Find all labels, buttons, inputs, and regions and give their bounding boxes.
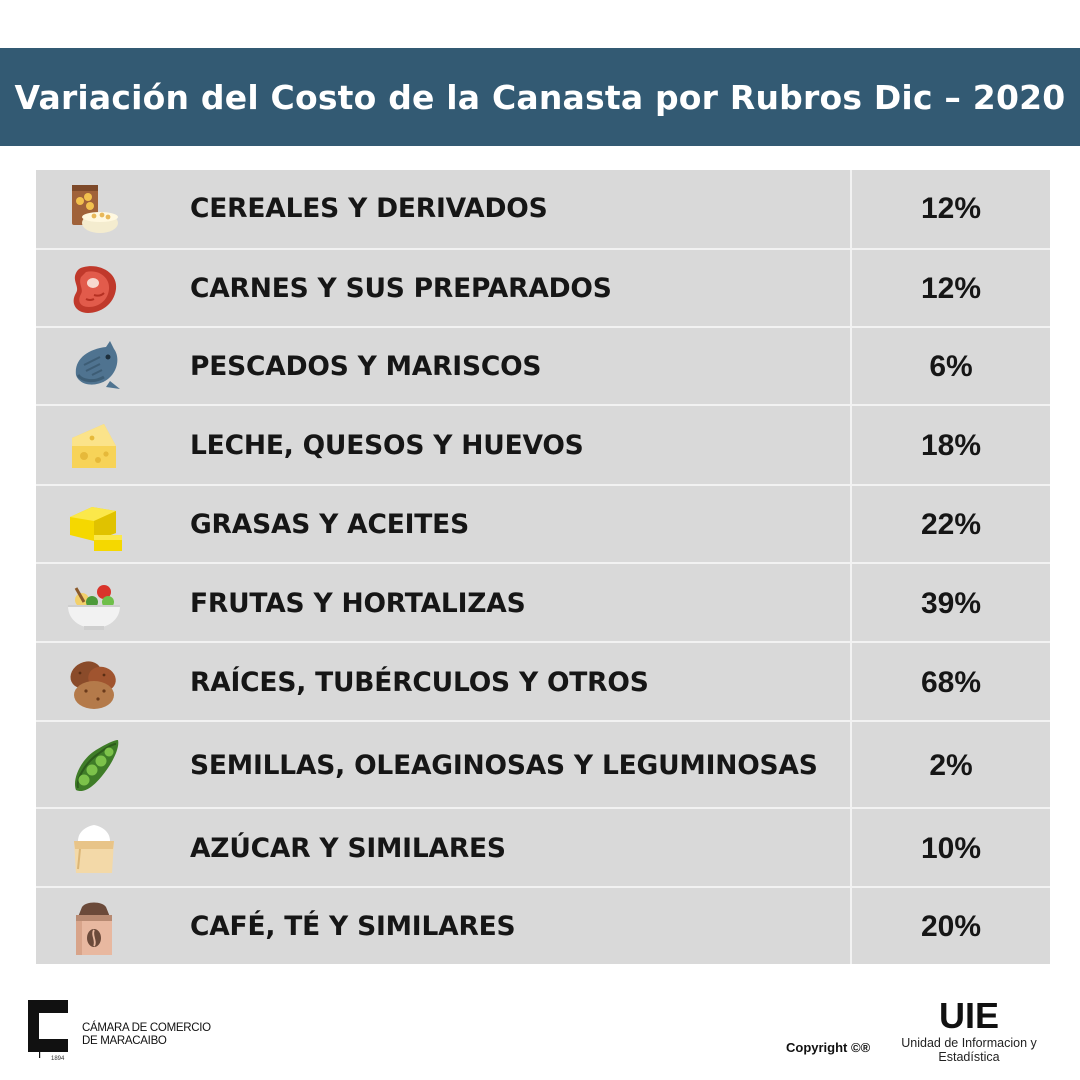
cheese-icon [64,416,124,476]
row-label: FRUTAS Y HORTALIZAS [190,588,526,619]
row-label: LECHE, QUESOS Y HUEVOS [190,430,584,461]
data-table: CEREALES Y DERIVADOS 12% CARNES Y SUS PREP… [36,170,1050,964]
chamber-name: CÁMARA DE COMERCIO DE MARACAIBO [82,1022,211,1048]
salad-bowl-icon [64,574,124,634]
uie-subtitle-line2: Estadística [938,1050,1000,1064]
row-value: 18% [920,429,982,462]
table-row: CEREALES Y DERIVADOS 12% [36,170,1050,248]
table-row: AZÚCAR Y SIMILARES 10% [36,807,1050,886]
table-row: SEMILLAS, OLEAGINOSAS Y LEGUMINOSAS 2% [36,720,1050,807]
row-label: PESCADOS Y MARISCOS [190,351,542,382]
row-value: 12% [920,192,982,225]
potato-icon [64,653,124,713]
table-row: GRASAS Y ACEITES 22% [36,484,1050,562]
row-value: 39% [920,587,982,620]
table-row: LECHE, QUESOS Y HUEVOS 18% [36,404,1050,484]
meat-icon [64,259,124,319]
row-value: 68% [920,666,982,699]
row-value: 22% [920,508,982,541]
butter-icon [64,495,124,555]
table-row: FRUTAS Y HORTALIZAS 39% [36,562,1050,641]
sugar-sack-icon [64,819,124,879]
copyright-notice: Copyright ©® [786,1040,871,1055]
peas-icon [64,736,124,796]
row-label: GRASAS Y ACEITES [190,509,469,540]
row-value: 6% [929,350,973,383]
row-label: SEMILLAS, OLEAGINOSAS Y LEGUMINOSAS [190,750,818,781]
chamber-name-line1: CÁMARA DE COMERCIO [82,1022,211,1034]
table-row: CARNES Y SUS PREPARADOS 12% [36,248,1050,326]
title-bar: Variación del Costo de la Canasta por Ru… [0,48,1080,146]
table-row: PESCADOS Y MARISCOS 6% [36,326,1050,404]
row-value: 2% [929,749,973,782]
row-label: CAFÉ, TÉ Y SIMILARES [190,911,516,942]
chamber-name-line2: DE MARACAIBO [82,1035,167,1047]
chamber-year: 1894 [51,1056,65,1062]
coffee-bag-icon [64,897,124,957]
fish-icon [64,337,124,397]
row-label: CARNES Y SUS PREPARADOS [190,273,612,304]
table-row: CAFÉ, TÉ Y SIMILARES 20% [36,886,1050,964]
cereal-icon [64,179,124,239]
row-label: RAÍCES, TUBÉRCULOS Y OTROS [190,667,649,698]
row-value: 20% [920,910,982,943]
column-divider [850,170,852,964]
table-row: RAÍCES, TUBÉRCULOS Y OTROS 68% [36,641,1050,720]
page-title: Variación del Costo de la Canasta por Ru… [14,77,1066,117]
row-label: CEREALES Y DERIVADOS [190,193,548,224]
row-value: 10% [920,832,982,865]
uie-subtitle-line1: Unidad de Informacion y [901,1036,1037,1050]
uie-logo: UIE Unidad de Informacion y Estadística [886,995,1052,1065]
row-label: AZÚCAR Y SIMILARES [190,833,506,864]
chamber-logo-mark [28,1000,68,1058]
row-value: 12% [920,272,982,305]
uie-title: UIE [938,995,999,1036]
